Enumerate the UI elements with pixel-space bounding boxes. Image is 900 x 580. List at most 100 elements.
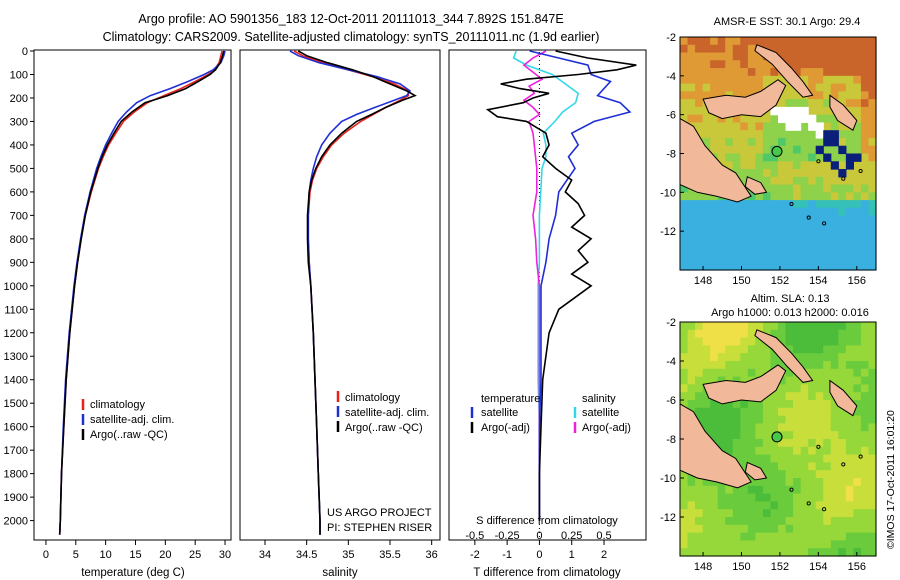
map-cell [868, 75, 877, 85]
map-lat-tick-label: -2 [666, 32, 676, 44]
map-cell [755, 254, 764, 263]
map-cell [830, 407, 839, 417]
map-cell [853, 462, 862, 471]
map-cell [770, 44, 779, 54]
map-cell [853, 161, 862, 170]
map-cell [845, 215, 854, 224]
map-cell [868, 322, 877, 331]
map-lon-tick-label: 154 [809, 561, 827, 573]
map-cell [823, 176, 832, 186]
map-cell [868, 200, 877, 209]
map-cell [853, 439, 862, 448]
argo-float-marker [771, 431, 783, 443]
map-cell [815, 423, 824, 432]
map-lon-tick-label: 150 [732, 561, 750, 573]
map-cell [838, 52, 847, 61]
map-cell [732, 215, 741, 224]
map-cell [808, 337, 817, 346]
map-cell [762, 130, 772, 139]
map-cell [747, 231, 756, 240]
map-cell [680, 532, 689, 541]
map-cell [853, 184, 862, 193]
map-cell [815, 215, 824, 224]
map-cell [695, 262, 704, 271]
map-cell [778, 254, 787, 263]
map-cell [793, 345, 802, 354]
map-cell [710, 75, 719, 85]
map-cell [785, 215, 794, 224]
map-cell [778, 200, 787, 209]
map-cell [732, 439, 741, 448]
map-cell [747, 345, 756, 354]
map-cell [717, 68, 726, 77]
map-cell [710, 37, 719, 46]
map-cell [868, 361, 877, 370]
map-cell [695, 485, 704, 495]
map-cell [860, 353, 870, 362]
map-cell [747, 169, 756, 178]
map-cell [732, 407, 741, 417]
map-cell [732, 60, 741, 69]
bougainville-land [829, 94, 858, 131]
map-cell [793, 99, 802, 108]
map-cell [778, 532, 787, 541]
map-cell [778, 207, 787, 217]
map-cell [808, 485, 817, 495]
map-cell [830, 501, 839, 510]
map-cell [838, 37, 847, 46]
map-cell [710, 207, 719, 217]
map-cell [680, 548, 689, 557]
map-cell [815, 485, 824, 495]
map-cell [785, 60, 794, 69]
map-cell [785, 509, 794, 518]
map-cell [853, 423, 862, 432]
map-cell [823, 361, 832, 370]
map-cell [830, 122, 839, 131]
map-cell [732, 501, 741, 510]
s-diff-line-satellite [512, 50, 580, 521]
map-cell [695, 524, 704, 534]
map-cell [845, 415, 854, 424]
map-cell [860, 130, 870, 139]
map-cell [770, 322, 779, 331]
map-cell [823, 106, 832, 116]
map-flag-cell [823, 153, 832, 162]
map-cell [800, 423, 809, 432]
map-cell [755, 353, 764, 362]
map-cell [830, 400, 839, 409]
sla-map-axes: 148 150 152 154 156 -2 -4 -6 -8 -10 -12 [660, 317, 866, 573]
map-cell [800, 238, 809, 248]
new-ireland-land [754, 44, 814, 98]
map-cell [853, 254, 862, 263]
map-cell [778, 400, 787, 409]
map-cell [785, 137, 794, 147]
map-cell [785, 207, 794, 217]
map-cell [845, 231, 854, 240]
map-cell [778, 223, 787, 232]
map-cell [785, 462, 794, 471]
map-cell [732, 423, 741, 432]
map-cell [762, 161, 772, 170]
map-cell [838, 184, 847, 193]
map-cell [702, 207, 711, 217]
map-cell [838, 192, 847, 201]
map-cell [838, 384, 847, 393]
map-cell [785, 384, 794, 393]
map-cell [838, 91, 847, 100]
map-cell [680, 517, 689, 526]
map-gap-cell [800, 106, 809, 116]
map-cell [740, 246, 749, 256]
map-cell [762, 345, 772, 354]
map-cell [793, 415, 802, 424]
map-cell [778, 137, 787, 147]
map-lon-tick-label: 150 [732, 275, 750, 287]
map-cell [740, 68, 749, 77]
map-cell [823, 60, 832, 69]
map-cell [710, 485, 719, 495]
t-diff-line-argo [485, 50, 637, 521]
map-cell [778, 329, 787, 339]
map-cell [770, 439, 779, 448]
map-cell [717, 415, 726, 424]
map-cell [770, 478, 779, 487]
legend-label-s-satellite: satellite [582, 407, 619, 419]
